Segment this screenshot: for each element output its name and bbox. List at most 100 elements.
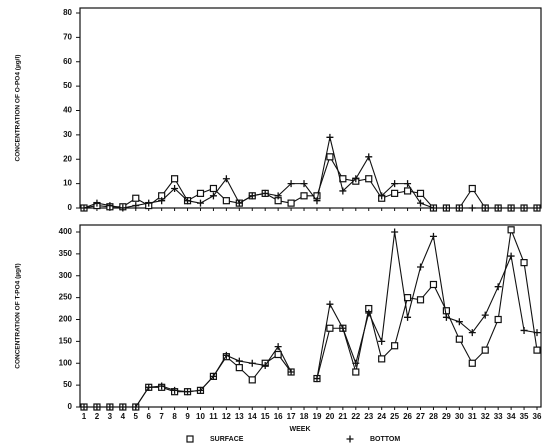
x-tick-label: 12 xyxy=(222,412,231,421)
marker-plus xyxy=(378,337,386,345)
marker-square xyxy=(468,184,476,193)
marker-square xyxy=(507,226,515,234)
x-tick-label: 8 xyxy=(172,412,177,421)
y-tick-label: 150 xyxy=(59,336,73,345)
x-tick-label: 6 xyxy=(146,412,151,421)
plot-frame xyxy=(79,224,542,408)
marker-plus xyxy=(248,192,256,200)
y-axis-title: CONCENTRATION OF O-PO4 (µg/l) xyxy=(15,55,22,162)
marker-plus xyxy=(261,361,269,369)
marker-plus xyxy=(132,202,140,210)
legend-label: SURFACE xyxy=(210,436,244,443)
y-tick-label: 10 xyxy=(63,179,72,188)
x-tick-label: 36 xyxy=(533,412,542,421)
x-tick-label: 19 xyxy=(313,412,322,421)
marker-square xyxy=(171,175,179,183)
y-tick-label: 250 xyxy=(59,293,73,302)
marker-plus xyxy=(352,175,360,183)
legend-label: BOTTOM xyxy=(370,436,400,443)
legend-marker xyxy=(186,435,194,443)
marker-plus xyxy=(404,313,412,321)
y-tick-label: 400 xyxy=(59,227,73,236)
marker-plus xyxy=(391,180,399,188)
y-tick-label: 350 xyxy=(59,249,73,258)
marker-square xyxy=(132,194,140,202)
marker-plus xyxy=(339,187,347,195)
marker-square xyxy=(287,199,295,207)
x-tick-label: 5 xyxy=(134,412,139,421)
x-tick-label: 30 xyxy=(455,412,464,421)
marker-square xyxy=(391,189,399,197)
series-line xyxy=(83,137,537,209)
marker-plus xyxy=(455,318,463,326)
marker-plus xyxy=(222,351,230,359)
marker-plus xyxy=(533,329,541,337)
marker-square xyxy=(468,359,476,367)
marker-square xyxy=(416,296,425,304)
marker-plus xyxy=(196,199,204,207)
marker-plus xyxy=(442,313,450,321)
x-tick-label: 33 xyxy=(494,412,503,421)
marker-square xyxy=(326,324,334,332)
x-tick-label: 1 xyxy=(82,412,87,421)
marker-plus xyxy=(313,197,321,205)
marker-square xyxy=(222,197,230,205)
marker-square xyxy=(429,280,438,289)
x-tick-label: 2 xyxy=(95,412,100,421)
marker-square xyxy=(481,346,489,354)
legend-marker xyxy=(346,435,354,443)
x-tick-label: 13 xyxy=(235,412,244,421)
marker-plus xyxy=(274,343,282,351)
marker-square xyxy=(274,350,282,359)
x-tick-label: 16 xyxy=(274,412,283,421)
x-tick-label: 17 xyxy=(287,412,296,421)
marker-plus xyxy=(209,372,217,380)
marker-square xyxy=(403,294,412,302)
x-tick-label: 25 xyxy=(390,412,399,421)
marker-plus xyxy=(158,197,166,205)
y-tick-label: 70 xyxy=(63,32,72,41)
marker-square xyxy=(378,355,386,363)
x-tick-label: 34 xyxy=(507,412,516,421)
x-tick-label: 7 xyxy=(159,412,164,421)
marker-plus xyxy=(378,192,386,200)
marker-square xyxy=(533,346,541,354)
y-tick-label: 60 xyxy=(63,57,72,66)
y-tick-label: 300 xyxy=(59,271,73,280)
marker-plus xyxy=(365,153,373,161)
marker-square xyxy=(209,184,218,193)
marker-square xyxy=(520,259,528,267)
marker-plus xyxy=(507,252,515,260)
series-line xyxy=(84,227,538,408)
marker-plus xyxy=(339,324,347,332)
x-tick-label: 26 xyxy=(403,412,412,421)
x-tick-label: 31 xyxy=(468,412,477,421)
marker-square xyxy=(300,192,308,200)
x-tick-label: 18 xyxy=(300,412,309,421)
marker-plus xyxy=(520,326,528,334)
x-tick-label: 4 xyxy=(121,412,126,421)
marker-plus xyxy=(429,232,437,240)
marker-square xyxy=(248,376,256,384)
x-axis-title: WEEK xyxy=(290,426,311,433)
marker-square xyxy=(196,189,205,197)
series-line xyxy=(84,231,538,408)
marker-plus xyxy=(494,283,502,291)
marker-plus xyxy=(391,228,399,236)
x-tick-label: 10 xyxy=(196,412,205,421)
y-tick-label: 200 xyxy=(59,315,73,324)
marker-plus xyxy=(313,375,321,383)
marker-square xyxy=(235,364,243,372)
x-tick-label: 32 xyxy=(481,412,490,421)
marker-plus xyxy=(287,180,295,188)
marker-square xyxy=(403,187,412,195)
marker-plus xyxy=(352,359,360,367)
x-tick-label: 15 xyxy=(261,412,270,421)
marker-plus xyxy=(145,199,153,207)
y-tick-label: 40 xyxy=(63,106,72,115)
x-tick-label: 21 xyxy=(338,412,347,421)
x-tick-label: 29 xyxy=(442,412,451,421)
y-tick-label: 30 xyxy=(63,130,72,139)
marker-plus xyxy=(481,311,489,319)
marker-plus xyxy=(326,300,334,308)
